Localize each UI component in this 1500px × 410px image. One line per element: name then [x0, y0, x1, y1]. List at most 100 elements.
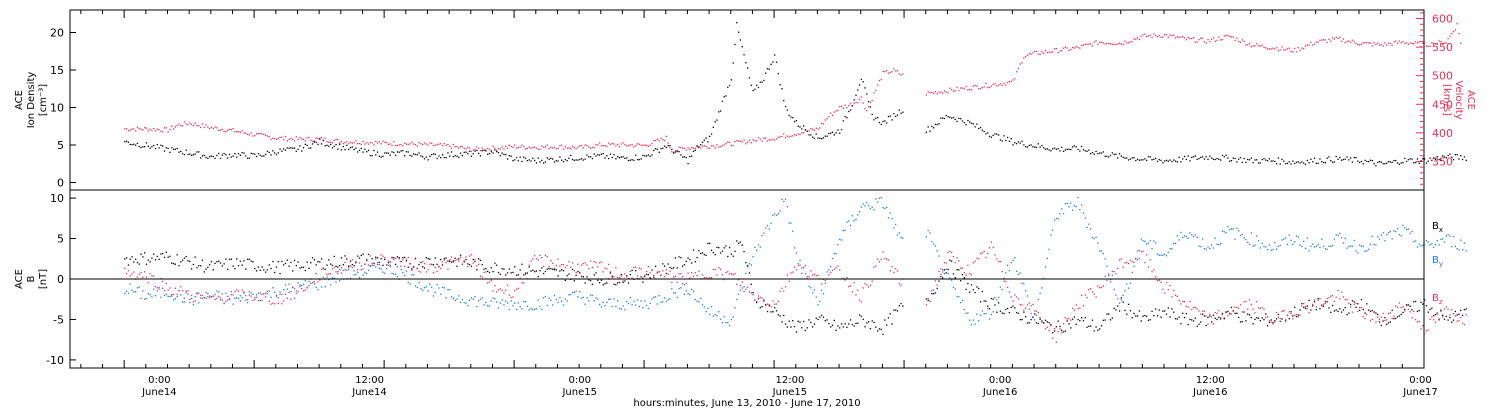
by-point [1405, 228, 1408, 231]
density-point [537, 157, 539, 159]
density-point [1068, 148, 1070, 150]
by-point [145, 298, 148, 300]
bz-point [445, 261, 447, 264]
bz-point [176, 293, 178, 296]
density-point [440, 157, 442, 159]
by-point [1357, 252, 1359, 254]
bx-point [302, 266, 305, 269]
bz-point [154, 285, 157, 288]
bz-point [992, 246, 994, 249]
by-point [378, 267, 381, 269]
density-point [178, 151, 180, 153]
bx-point [360, 254, 362, 257]
velocity-point [1214, 40, 1216, 42]
bx-point [1010, 306, 1012, 309]
bz-point [866, 284, 868, 286]
density-point [1382, 163, 1384, 165]
velocity-point [1286, 48, 1289, 50]
by-point [526, 305, 529, 308]
by-point [1369, 243, 1372, 246]
velocity-point [1055, 47, 1058, 50]
velocity-point [1120, 43, 1123, 45]
by-point [1425, 240, 1428, 242]
by-point [1447, 234, 1449, 236]
bx-point [842, 326, 844, 328]
velocity-point [887, 72, 890, 74]
bx-point [1173, 311, 1175, 313]
velocity-point [710, 145, 713, 147]
density-point [1006, 136, 1009, 139]
density-point [1032, 146, 1034, 148]
bx-point [1442, 314, 1444, 316]
bx-point [577, 270, 579, 273]
bx-point [1274, 320, 1276, 322]
by-point [1384, 240, 1386, 242]
by-point [707, 307, 709, 309]
bz-point [245, 294, 247, 297]
density-point [183, 153, 186, 156]
density-point [207, 157, 209, 160]
density-point [571, 158, 574, 161]
velocity-point [153, 127, 155, 130]
bx-point [154, 259, 157, 261]
by-point [821, 289, 823, 292]
bx-point [1209, 315, 1211, 317]
bz-point [737, 279, 740, 281]
velocity-point [1362, 42, 1364, 44]
bz-point [302, 290, 305, 292]
velocity-point [1135, 38, 1137, 41]
density-point [617, 155, 619, 158]
by-point [196, 292, 198, 294]
bx-point [1308, 299, 1310, 302]
velocity-point [519, 146, 521, 148]
density-point [1041, 144, 1043, 147]
bz-point [629, 270, 631, 273]
density-point [1080, 145, 1083, 148]
density-point [960, 118, 962, 120]
bx-point [1451, 321, 1453, 323]
bz-point [1279, 317, 1281, 320]
bx-point [129, 258, 131, 260]
bx-point [1028, 322, 1030, 324]
by-point [1411, 230, 1413, 233]
bx-point [701, 252, 704, 254]
by-point [1418, 243, 1420, 245]
bz-point [147, 282, 149, 284]
by-point [154, 295, 157, 297]
by-point [1272, 248, 1274, 251]
velocity-point [963, 88, 965, 90]
velocity-point [624, 143, 626, 146]
bx-point [750, 283, 752, 285]
bx-point [467, 263, 469, 265]
density-point [302, 147, 305, 149]
by-point [1017, 273, 1020, 275]
bz-point [1174, 294, 1177, 296]
velocity-point [351, 142, 353, 144]
bx-point [1153, 315, 1155, 317]
by-point [546, 304, 548, 307]
bx-point [349, 260, 352, 262]
bz-point [1091, 291, 1094, 293]
density-point [533, 159, 536, 162]
velocity-point [795, 134, 798, 136]
by-point [987, 308, 989, 310]
velocity-point [1391, 44, 1393, 46]
by-point [494, 298, 496, 300]
bz-point [766, 303, 769, 305]
velocity-point [997, 84, 1000, 86]
bx-point [479, 259, 482, 262]
velocity-point [1319, 39, 1321, 41]
density-point [1093, 153, 1095, 155]
bx-point [366, 259, 368, 261]
density-point [577, 159, 579, 161]
velocity-point [1247, 44, 1249, 46]
by-point [1241, 233, 1243, 236]
by-point [965, 312, 967, 314]
by-point [875, 198, 877, 200]
bx-point [1057, 320, 1059, 322]
velocity-point [1335, 36, 1337, 38]
bx-point [261, 266, 263, 268]
by-point [1330, 245, 1332, 247]
bz-point [858, 299, 861, 301]
by-point [725, 321, 727, 324]
